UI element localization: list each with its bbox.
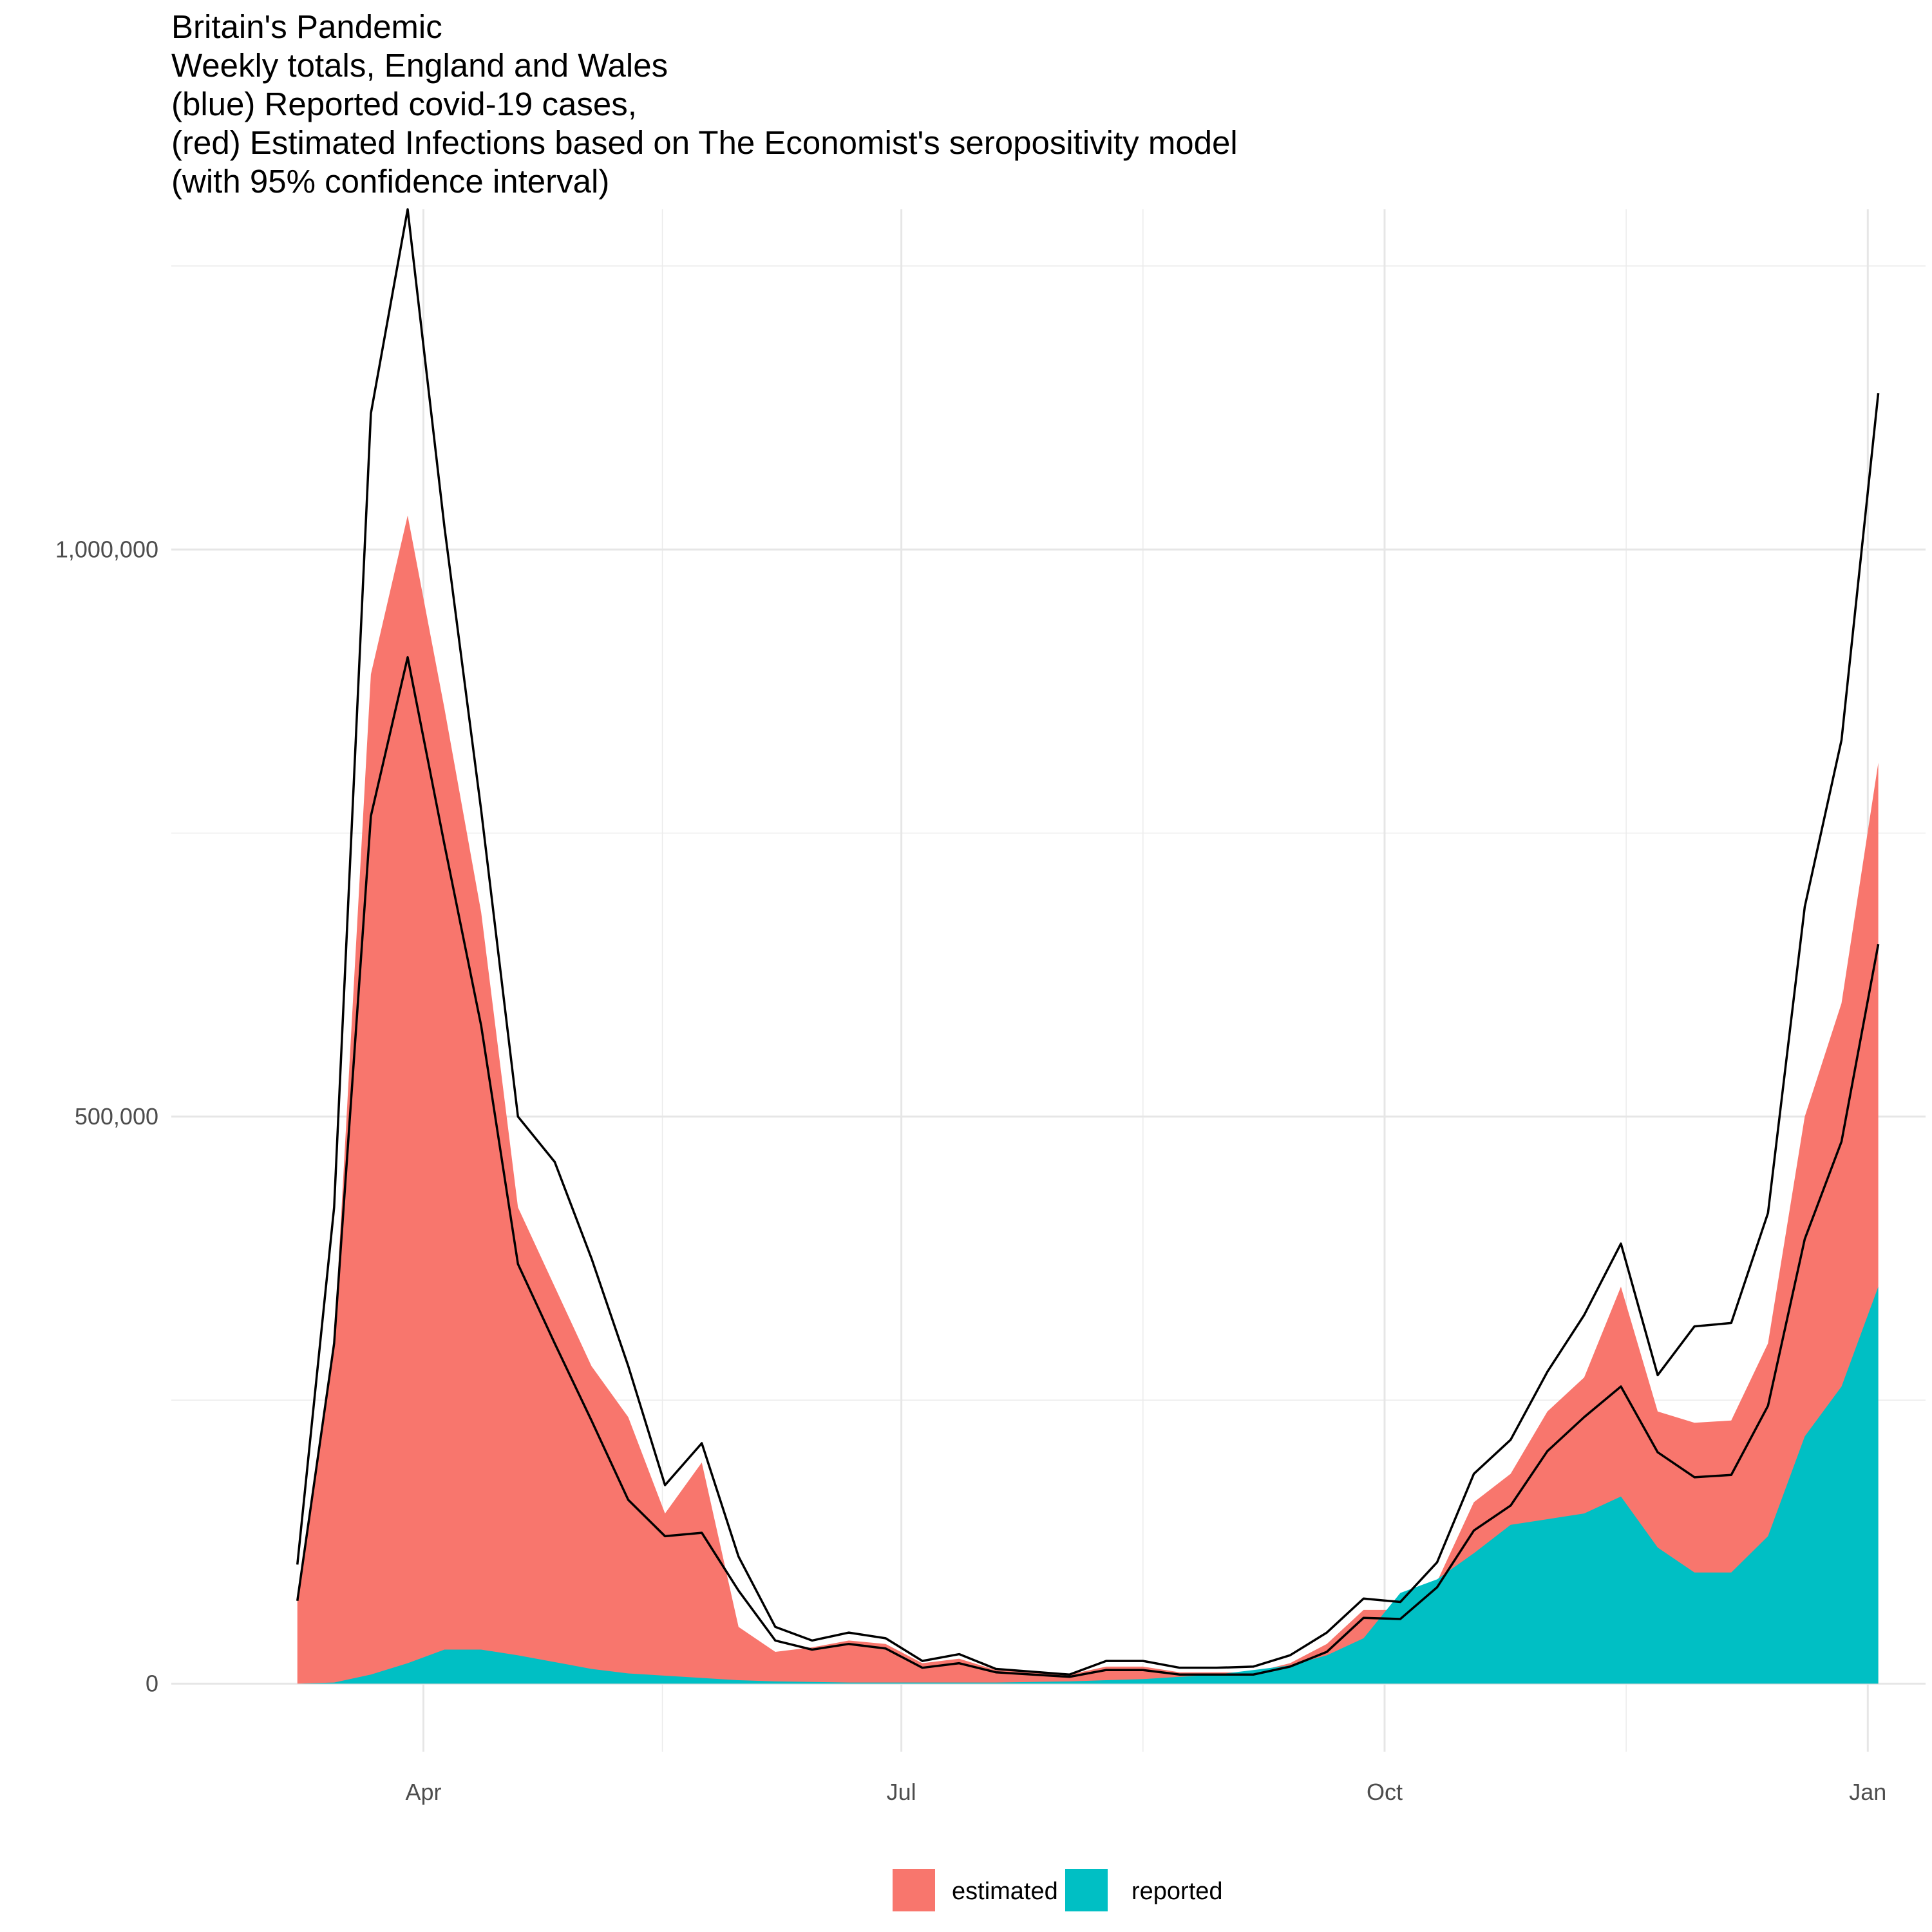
area-estimated bbox=[297, 515, 1879, 1684]
confidence-interval-lines bbox=[296, 208, 1880, 1678]
plot-areas bbox=[297, 515, 1879, 1684]
title-line-5: (with 95% confidence interval) bbox=[171, 163, 610, 200]
title-line-2: Weekly totals, England and Wales bbox=[171, 47, 668, 84]
title-line-3: (blue) Reported covid-19 cases, bbox=[171, 86, 637, 122]
axis-labels: 0 500,000 1,000,000 Apr Jul Oct Jan bbox=[55, 536, 1886, 1805]
x-tick-label: Jan bbox=[1849, 1779, 1886, 1805]
legend: estimated reported bbox=[893, 1869, 1223, 1911]
y-tick-label: 0 bbox=[146, 1670, 158, 1696]
x-tick-label: Oct bbox=[1367, 1779, 1403, 1805]
y-tick-label: 1,000,000 bbox=[55, 536, 158, 562]
area-reported bbox=[297, 1286, 1879, 1684]
x-tick-label: Apr bbox=[405, 1779, 441, 1805]
x-tick-label: Jul bbox=[887, 1779, 916, 1805]
y-tick-label: 500,000 bbox=[75, 1103, 158, 1130]
ci-upper-line bbox=[296, 208, 1880, 1676]
legend-label-reported: reported bbox=[1132, 1878, 1223, 1905]
legend-key-reported bbox=[1065, 1869, 1108, 1911]
title-line-1: Britain's Pandemic bbox=[171, 8, 442, 45]
legend-label-estimated: estimated bbox=[952, 1878, 1058, 1905]
legend-key-estimated bbox=[893, 1869, 935, 1911]
title-line-4: (red) Estimated Infections based on The … bbox=[171, 124, 1238, 161]
ci-lower-line bbox=[296, 656, 1880, 1678]
chart-title: Britain's Pandemic Weekly totals, Englan… bbox=[171, 8, 1238, 201]
